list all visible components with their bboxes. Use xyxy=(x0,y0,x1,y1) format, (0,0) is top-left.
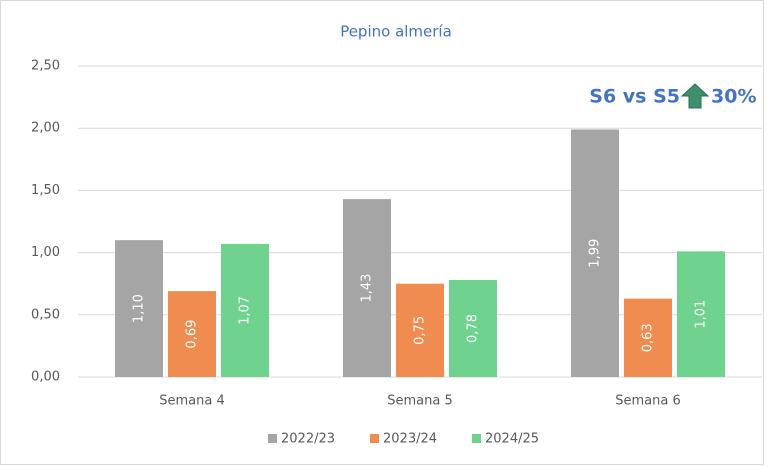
bar xyxy=(343,199,391,377)
up-arrow-icon xyxy=(680,83,710,109)
legend-label: 2023/24 xyxy=(383,432,437,447)
value-label: 0,63 xyxy=(641,323,656,352)
y-tick-label: 0,50 xyxy=(31,307,60,322)
value-label: 0,69 xyxy=(185,320,200,349)
value-label: 1,99 xyxy=(588,239,603,268)
y-tick-label: 1,50 xyxy=(31,183,60,198)
bar xyxy=(624,298,672,377)
x-tick-label: Semana 6 xyxy=(615,394,681,409)
bar xyxy=(115,240,163,377)
value-label: 1,10 xyxy=(132,294,147,323)
value-label: 0,75 xyxy=(413,316,428,345)
annotation-label: S6 vs S5 xyxy=(589,86,680,108)
legend-swatch xyxy=(370,434,379,443)
bar xyxy=(677,251,725,377)
bar xyxy=(168,291,216,377)
y-tick-label: 1,00 xyxy=(31,245,60,260)
legend-swatch xyxy=(472,434,481,443)
y-tick-label: 0,00 xyxy=(31,370,60,385)
y-tick-label: 2,00 xyxy=(31,121,60,136)
bar xyxy=(449,279,497,377)
annotation-change: 30% xyxy=(711,86,756,108)
chart-title: Pepino almería xyxy=(340,23,452,41)
x-tick-label: Semana 4 xyxy=(159,394,225,409)
legend-label: 2022/23 xyxy=(281,432,335,447)
x-tick-label: Semana 5 xyxy=(387,394,453,409)
bar xyxy=(396,283,444,377)
value-label: 1,01 xyxy=(694,300,709,329)
value-label: 0,78 xyxy=(466,314,481,343)
y-tick-label: 2,50 xyxy=(31,59,60,74)
value-label: 1,07 xyxy=(238,296,253,325)
legend-swatch xyxy=(268,434,277,443)
legend-label: 2024/25 xyxy=(485,432,539,447)
bar xyxy=(571,129,619,377)
value-label: 1,43 xyxy=(360,274,375,303)
bar xyxy=(221,243,269,377)
